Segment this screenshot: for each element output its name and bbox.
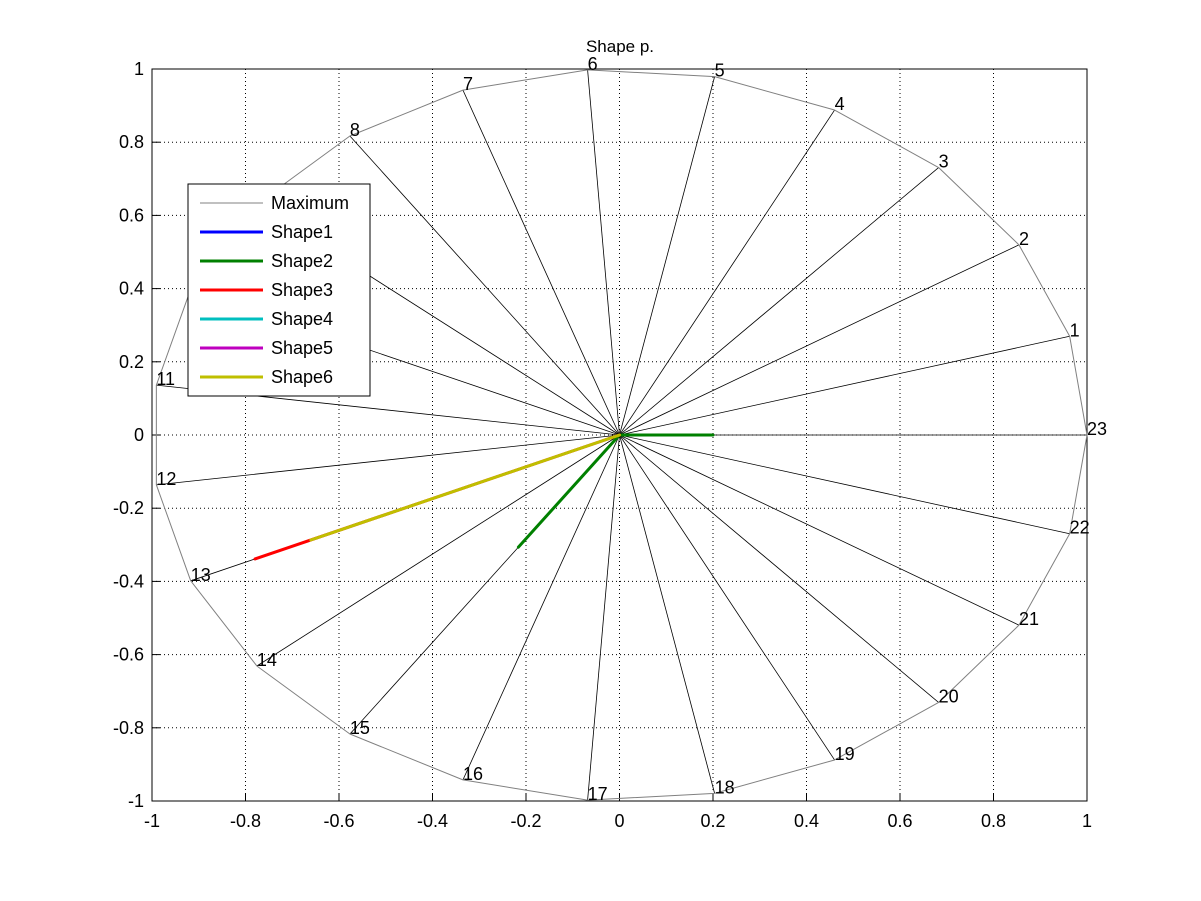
y-tick-label: -0.8 bbox=[113, 718, 144, 738]
spoke-label: 20 bbox=[939, 686, 959, 706]
spoke bbox=[619, 434, 939, 703]
y-tick-label: -0.2 bbox=[113, 498, 144, 518]
spoke-label: 14 bbox=[257, 650, 277, 670]
spoke-label: 19 bbox=[835, 744, 855, 764]
spoke-label: 17 bbox=[588, 784, 608, 804]
spoke-label: 13 bbox=[191, 565, 211, 585]
y-tick-label: 1 bbox=[134, 59, 144, 79]
x-tick-label: -1 bbox=[144, 811, 160, 831]
legend-label: Shape5 bbox=[271, 338, 333, 358]
y-tick-label: 0.2 bbox=[119, 352, 144, 372]
y-tick-label: 0 bbox=[134, 425, 144, 445]
spoke-label: 2 bbox=[1019, 229, 1029, 249]
spoke bbox=[619, 434, 835, 761]
y-tick-label: 0.8 bbox=[119, 132, 144, 152]
series-line bbox=[309, 433, 621, 542]
y-tick-label: -0.4 bbox=[113, 571, 144, 591]
spoke bbox=[619, 434, 716, 794]
y-tick-label: -1 bbox=[128, 791, 144, 811]
spoke bbox=[587, 69, 620, 436]
spoke bbox=[587, 434, 620, 801]
spoke bbox=[619, 244, 1020, 436]
spoke-label: 1 bbox=[1070, 320, 1080, 340]
spoke bbox=[156, 434, 620, 486]
spoke bbox=[462, 89, 620, 436]
x-tick-label: -0.6 bbox=[323, 811, 354, 831]
legend-label: Shape2 bbox=[271, 251, 333, 271]
y-tick-label: 0.4 bbox=[119, 279, 144, 299]
spoke bbox=[619, 434, 1020, 626]
spoke bbox=[619, 167, 939, 436]
x-tick-label: -0.2 bbox=[510, 811, 541, 831]
x-tick-label: -0.8 bbox=[230, 811, 261, 831]
spoke-label: 18 bbox=[715, 777, 735, 797]
spoke-label: 5 bbox=[715, 61, 725, 81]
spoke-label: 3 bbox=[939, 152, 949, 172]
spoke-label: 8 bbox=[350, 120, 360, 140]
x-tick-label: 0.2 bbox=[700, 811, 725, 831]
legend-label: Shape4 bbox=[271, 309, 333, 329]
spoke-label: 23 bbox=[1087, 419, 1107, 439]
legend-label: Maximum bbox=[271, 193, 349, 213]
x-tick-label: 0 bbox=[614, 811, 624, 831]
chart-title: Shape p. bbox=[586, 37, 654, 56]
x-tick-label: -0.4 bbox=[417, 811, 448, 831]
spoke-label: 22 bbox=[1070, 518, 1090, 538]
spoke-label: 16 bbox=[463, 764, 483, 784]
y-tick-label: -0.6 bbox=[113, 645, 144, 665]
x-tick-label: 0.6 bbox=[887, 811, 912, 831]
spoke bbox=[256, 434, 620, 667]
spoke bbox=[619, 109, 835, 436]
x-tick-label: 1 bbox=[1082, 811, 1092, 831]
spoke bbox=[619, 76, 716, 436]
legend-label: Shape6 bbox=[271, 367, 333, 387]
spoke bbox=[462, 434, 620, 781]
spoke-label: 21 bbox=[1019, 609, 1039, 629]
spoke-label: 7 bbox=[463, 74, 473, 94]
legend-label: Shape3 bbox=[271, 280, 333, 300]
spoke-label: 15 bbox=[350, 718, 370, 738]
spoke bbox=[619, 434, 1070, 535]
spoke-label: 11 bbox=[156, 369, 175, 389]
series-line bbox=[155, 69, 1088, 801]
spoke bbox=[619, 335, 1070, 436]
x-tick-label: 0.8 bbox=[981, 811, 1006, 831]
spoke-label: 6 bbox=[588, 54, 598, 74]
legend-label: Shape1 bbox=[271, 222, 333, 242]
spoke-label: 12 bbox=[156, 469, 176, 489]
x-tick-label: 0.4 bbox=[794, 811, 819, 831]
spoke bbox=[349, 135, 620, 436]
spoke-label: 4 bbox=[835, 94, 845, 114]
y-tick-label: 0.6 bbox=[119, 205, 144, 225]
